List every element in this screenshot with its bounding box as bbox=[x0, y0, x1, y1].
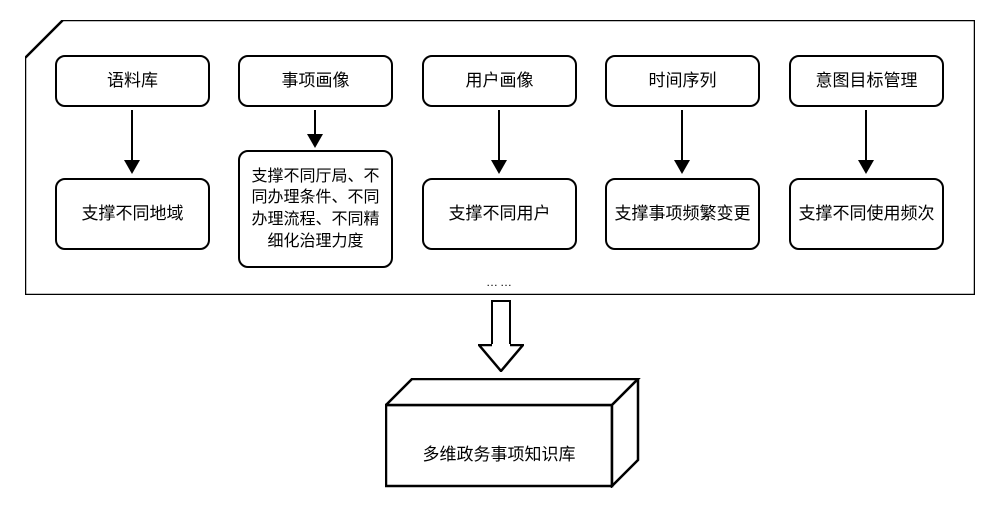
col5-bottom-label: 支撑不同使用频次 bbox=[799, 203, 935, 226]
output-cuboid: 多维政务事项知识库 bbox=[385, 378, 641, 488]
col3-top-label: 用户画像 bbox=[466, 70, 534, 93]
diagram-canvas: 语料库 支撑不同地域 事项画像 支撑不同厅局、不同办理条件、不同办理流程、不同精… bbox=[0, 0, 1000, 531]
ellipsis-text: …… bbox=[486, 275, 514, 289]
col3-bottom-box: 支撑不同用户 bbox=[422, 178, 577, 250]
big-arrow bbox=[478, 300, 524, 372]
col2-bottom-label: 支撑不同厅局、不同办理条件、不同办理流程、不同精细化治理力度 bbox=[246, 166, 385, 252]
output-label-wrap: 多维政务事项知识库 bbox=[385, 416, 613, 488]
col1-bottom-label: 支撑不同地域 bbox=[82, 203, 184, 226]
output-label: 多维政务事项知识库 bbox=[423, 440, 576, 465]
col4-arrow bbox=[674, 110, 690, 174]
col2-bottom-box: 支撑不同厅局、不同办理条件、不同办理流程、不同精细化治理力度 bbox=[238, 150, 393, 268]
col1-bottom-box: 支撑不同地域 bbox=[55, 178, 210, 250]
col5-top-label: 意图目标管理 bbox=[816, 70, 918, 93]
col3-bottom-label: 支撑不同用户 bbox=[449, 203, 551, 226]
col2-top-box: 事项画像 bbox=[238, 55, 393, 107]
col2-arrow bbox=[307, 110, 323, 148]
col4-top-box: 时间序列 bbox=[605, 55, 760, 107]
ellipsis: …… bbox=[486, 275, 514, 289]
col2-top-label: 事项画像 bbox=[282, 70, 350, 93]
col5-bottom-box: 支撑不同使用频次 bbox=[789, 178, 944, 250]
col1-top-box: 语料库 bbox=[55, 55, 210, 107]
col1-top-label: 语料库 bbox=[107, 70, 158, 93]
col5-arrow bbox=[858, 110, 874, 174]
col4-top-label: 时间序列 bbox=[649, 70, 717, 93]
col3-arrow bbox=[491, 110, 507, 174]
col1-arrow bbox=[124, 110, 140, 174]
col4-bottom-label: 支撑事项频繁变更 bbox=[615, 203, 751, 226]
col5-top-box: 意图目标管理 bbox=[789, 55, 944, 107]
col4-bottom-box: 支撑事项频繁变更 bbox=[605, 178, 760, 250]
col3-top-box: 用户画像 bbox=[422, 55, 577, 107]
